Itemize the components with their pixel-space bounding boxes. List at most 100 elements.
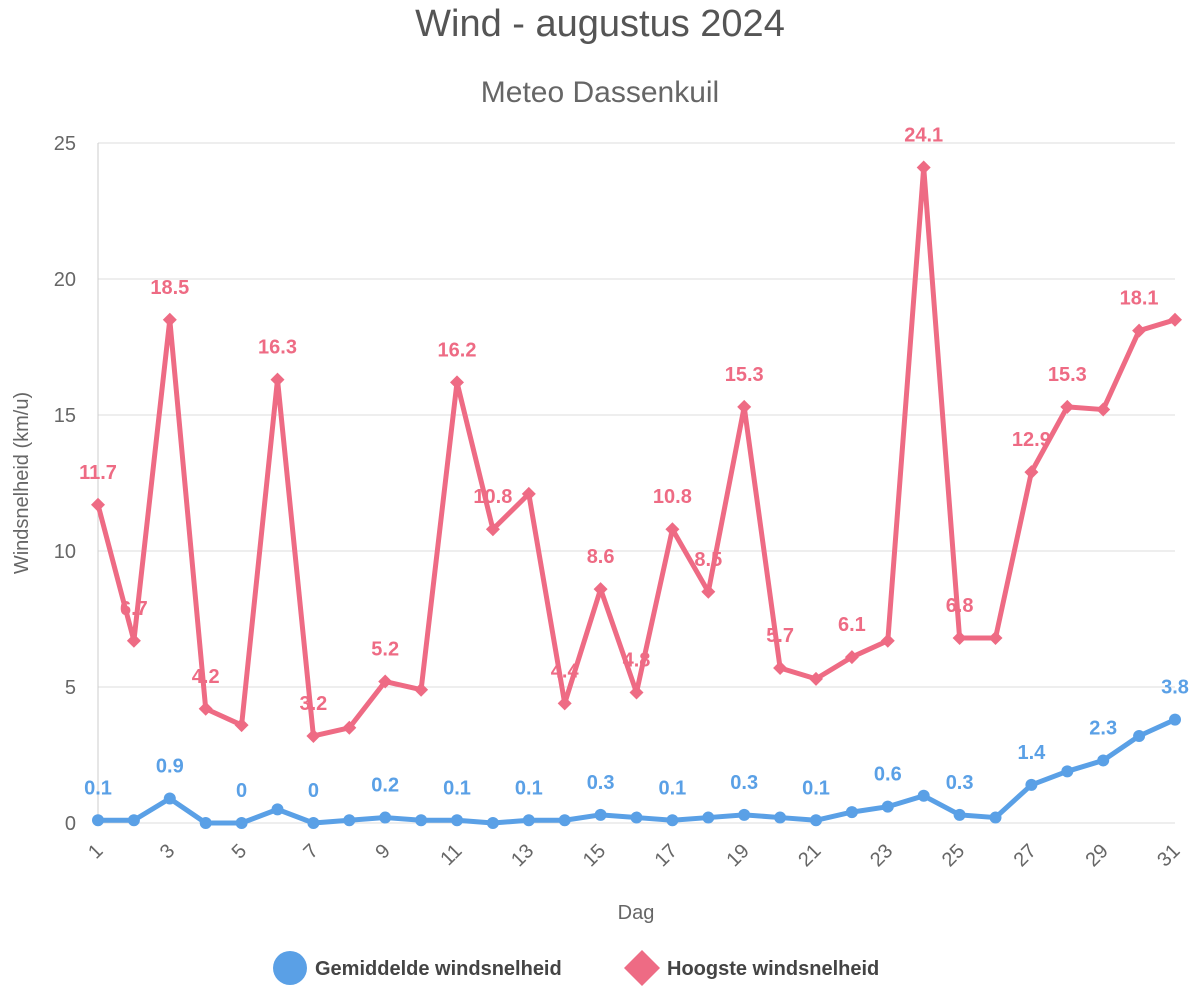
data-label: 0.6 [874,764,902,786]
y-axis-title: Windsnelheid (km/u) [11,392,33,574]
data-point[interactable] [881,800,894,813]
data-point[interactable] [92,814,104,827]
data-point[interactable] [952,631,967,646]
x-tick-label: 5 [228,840,251,863]
data-point[interactable] [415,814,428,827]
series-maximum [91,160,1182,743]
y-axis-ticks: 0 5 10 15 20 25 [54,133,76,835]
x-tick-label: 1 [84,840,107,863]
legend-label-average: Gemiddelde windsnelheid [315,958,562,980]
data-point[interactable] [485,522,500,537]
data-point[interactable] [270,372,285,387]
data-point[interactable] [91,497,105,512]
data-point[interactable] [880,633,895,648]
data-point[interactable] [271,803,284,816]
chart-title: Wind - augustus 2024 [415,3,785,45]
data-point[interactable] [1061,765,1074,778]
data-point[interactable] [1168,312,1182,327]
data-point[interactable] [953,808,966,821]
data-point[interactable] [522,814,535,827]
data-point[interactable] [343,814,356,827]
data-label: 5.2 [371,639,399,661]
data-label: 8.5 [694,549,722,571]
data-point[interactable] [235,817,248,829]
data-point[interactable] [666,814,679,827]
data-point[interactable] [234,718,249,733]
data-label: 6.7 [120,598,148,620]
data-point[interactable] [1133,729,1146,742]
data-label: 12.9 [1012,429,1051,451]
data-point[interactable] [486,817,499,829]
data-point[interactable] [737,399,752,414]
data-point[interactable] [126,633,141,648]
data-point[interactable] [629,685,644,700]
legend-label-maximum: Hoogste windsnelheid [667,958,879,980]
data-point[interactable] [1096,402,1111,417]
data-point[interactable] [378,674,393,689]
data-point[interactable] [989,811,1002,824]
data-label: 18.5 [150,277,189,299]
data-point[interactable] [306,728,321,743]
data-label: 0.1 [515,777,543,799]
data-point[interactable] [198,701,213,716]
data-point[interactable] [1097,754,1110,767]
data-point[interactable] [810,814,822,827]
x-tick-label: 25 [938,840,969,871]
data-label: 6.8 [946,595,974,617]
data-point[interactable] [594,808,607,821]
data-point[interactable] [702,811,715,824]
data-point[interactable] [1060,399,1075,414]
series-line [95,717,1178,826]
data-point[interactable] [558,814,571,827]
data-point[interactable] [701,584,716,599]
data-point[interactable] [844,650,859,665]
y-tick-label: 5 [65,677,76,699]
x-tick-label: 27 [1010,840,1041,871]
data-point[interactable] [1024,465,1039,480]
legend-diamond-icon [624,950,660,986]
data-point[interactable] [809,671,823,686]
data-point[interactable] [1169,713,1181,726]
data-point[interactable] [163,792,176,805]
data-label: 1.4 [1017,742,1046,764]
data-point[interactable] [342,720,357,735]
data-labels: 0.1 0.9 0 0 0.2 0.1 0.1 0.3 0.1 0.3 0.1 0.6 0.3 1.4 2.… [79,124,1189,802]
data-point[interactable] [916,160,931,175]
data-point[interactable] [450,375,464,390]
data-label: 0.9 [156,756,184,778]
data-point[interactable] [557,696,572,711]
data-point[interactable] [917,789,930,802]
data-point[interactable] [845,806,858,819]
data-label: 10.8 [473,486,512,508]
data-point[interactable] [738,808,751,821]
data-point[interactable] [127,814,140,827]
x-axis-title: Dag [618,902,655,924]
data-label: 15.3 [1048,364,1087,386]
data-label: 0.3 [730,772,758,794]
data-point[interactable] [451,814,463,827]
data-label: 3.8 [1161,677,1189,699]
data-label: 10.8 [653,486,692,508]
data-point[interactable] [1132,323,1147,338]
data-label: 0.1 [658,777,686,799]
data-point[interactable] [593,582,608,597]
data-point[interactable] [379,811,392,824]
data-label: 3.2 [299,693,327,715]
data-point[interactable] [162,312,177,327]
data-point[interactable] [414,682,429,697]
data-point[interactable] [988,631,1003,646]
data-point[interactable] [521,486,536,501]
data-point[interactable] [1025,778,1038,791]
data-point[interactable] [665,522,680,537]
data-point[interactable] [773,660,788,675]
data-point[interactable] [774,811,787,824]
data-label: 0 [308,780,319,802]
data-point[interactable] [630,811,643,824]
legend-item-maximum[interactable]: Hoogste windsnelheid [624,950,879,986]
x-tick-label: 7 [300,840,323,863]
data-point[interactable] [199,817,212,829]
data-label: 8.6 [587,546,615,568]
x-tick-label: 11 [436,840,466,870]
legend-item-average[interactable]: Gemiddelde windsnelheid [273,951,562,985]
data-point[interactable] [307,817,320,829]
